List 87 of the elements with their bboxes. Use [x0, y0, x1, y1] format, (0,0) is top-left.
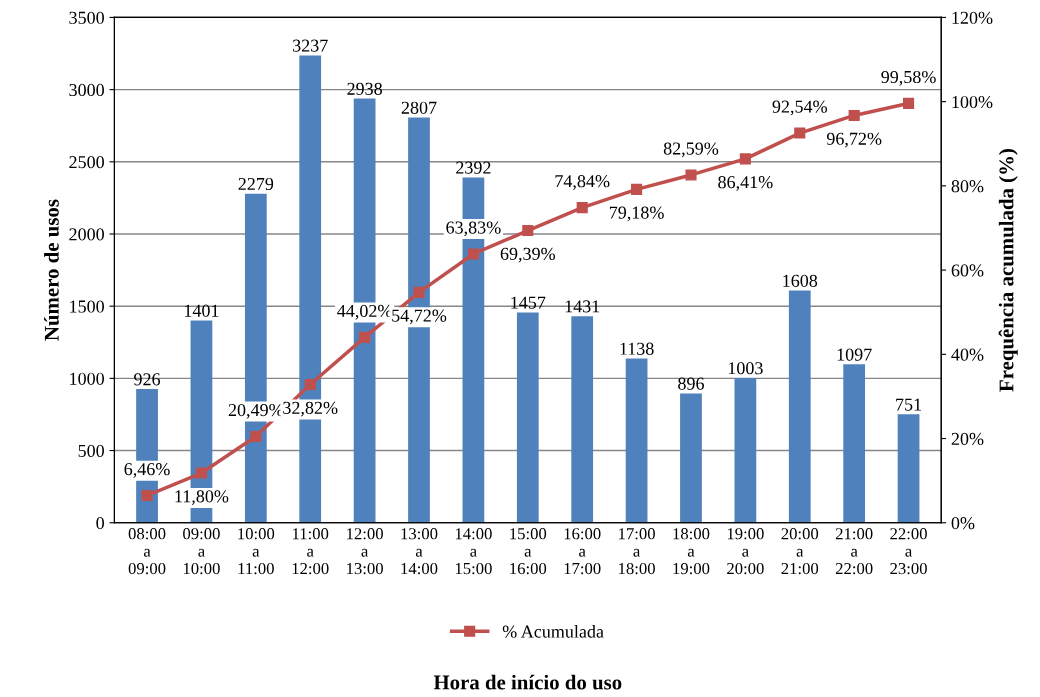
- x-tick-label: 20:00 a 21:00: [781, 528, 819, 575]
- x-tick-label: 08:00 a 09:00: [128, 528, 166, 575]
- data-label: 20,49%: [228, 403, 284, 419]
- bar: [680, 393, 702, 523]
- data-label: 751: [896, 398, 922, 411]
- y2-tick-label: 0%: [951, 517, 975, 530]
- data-label: 54,72%: [392, 309, 447, 325]
- x-tick-label: 14:00 a 15:00: [455, 528, 492, 575]
- point: [631, 183, 643, 195]
- x-tick-label: 19:00 a 20:00: [727, 528, 764, 575]
- y2-tick-label: 80%: [951, 180, 984, 193]
- x-tick-label: 13:00 a 14:00: [401, 528, 438, 575]
- point: [522, 224, 534, 237]
- point: [576, 202, 588, 214]
- point: [141, 489, 153, 502]
- y2-tick-label: 100%: [952, 95, 993, 109]
- data-label: 3237: [293, 39, 328, 52]
- data-label: 82,59%: [663, 142, 719, 158]
- data-label: 1401: [184, 304, 219, 317]
- data-label: 1097: [837, 348, 872, 361]
- point: [359, 331, 371, 343]
- y-tick-label: 2500: [69, 156, 104, 169]
- data-label: 63,83%: [446, 221, 501, 237]
- x-tick-label: 17:00 a 18:00: [619, 528, 655, 575]
- point: [685, 169, 697, 181]
- x-tick-label: 09:00 a 10:00: [183, 528, 220, 575]
- data-label: 2279: [238, 177, 274, 191]
- y-tick-label: 3500: [69, 11, 104, 24]
- bar: [571, 316, 594, 523]
- y2-tick-label: 120%: [952, 11, 993, 24]
- data-label: 2938: [347, 82, 382, 95]
- point: [195, 467, 207, 479]
- data-label: 11,80%: [175, 490, 229, 506]
- data-label: 44,02%: [337, 304, 392, 320]
- point: [413, 286, 425, 298]
- point: [794, 127, 806, 139]
- data-label: 2807: [401, 101, 437, 114]
- x-tick-label: 18:00 a 19:00: [673, 528, 710, 575]
- bar: [734, 377, 757, 523]
- bar: [843, 364, 866, 523]
- x-axis-title: Hora de início do uso: [433, 674, 622, 690]
- x-tick-label: 12:00 a 13:00: [347, 528, 383, 575]
- data-label: 6,46%: [124, 463, 170, 478]
- x-tick-label: 15:00 a 16:00: [510, 528, 547, 575]
- data-label: 74,84%: [555, 175, 610, 190]
- data-label: 86,41%: [718, 176, 773, 191]
- y-axis-title: Número de usos: [44, 199, 59, 341]
- data-label: 1457: [511, 296, 546, 309]
- data-label: 1431: [565, 300, 600, 313]
- y-tick-label: 1000: [70, 372, 104, 385]
- data-label: 92,54%: [772, 100, 827, 116]
- bar: [516, 312, 539, 523]
- data-label: 2392: [456, 161, 491, 174]
- y2-tick-label: 60%: [951, 264, 984, 277]
- x-tick-label: 11:00 a 12:00: [292, 528, 329, 575]
- data-label: 1003: [728, 362, 763, 375]
- y-tick-label: 1500: [70, 300, 104, 313]
- data-label: 1138: [620, 342, 654, 355]
- y-tick-label: 3000: [69, 83, 104, 97]
- x-tick-label: 22:00 a 23:00: [890, 528, 927, 575]
- y2-axis-title: Frequência acumulada (%): [998, 149, 1018, 392]
- bar: [897, 414, 920, 523]
- legend-label: % Acumulada: [502, 625, 604, 638]
- data-label: 926: [134, 373, 161, 386]
- x-tick-label: 16:00 a 17:00: [564, 528, 601, 575]
- point: [467, 248, 479, 260]
- bar: [625, 358, 648, 523]
- data-label: 99,58%: [881, 70, 936, 86]
- point: [250, 430, 262, 443]
- bar: [788, 290, 811, 523]
- data-label: 96,72%: [826, 132, 882, 148]
- point: [848, 109, 860, 122]
- y-tick-label: 0: [96, 517, 104, 530]
- point: [304, 378, 316, 391]
- y-tick-label: 2000: [69, 228, 104, 241]
- y2-tick-label: 40%: [951, 348, 984, 361]
- point: [903, 97, 915, 109]
- data-label: 1608: [783, 274, 818, 287]
- data-label: 69,39%: [500, 247, 556, 263]
- data-label: 896: [678, 377, 704, 390]
- y2-tick-label: 20%: [951, 432, 984, 446]
- data-label: 32,82%: [283, 401, 338, 417]
- x-tick-label: 10:00 a 11:00: [238, 528, 275, 575]
- point: [739, 153, 751, 165]
- x-tick-label: 21:00 a 22:00: [835, 528, 873, 575]
- data-label: 79,18%: [609, 206, 664, 222]
- y-tick-label: 500: [78, 444, 104, 457]
